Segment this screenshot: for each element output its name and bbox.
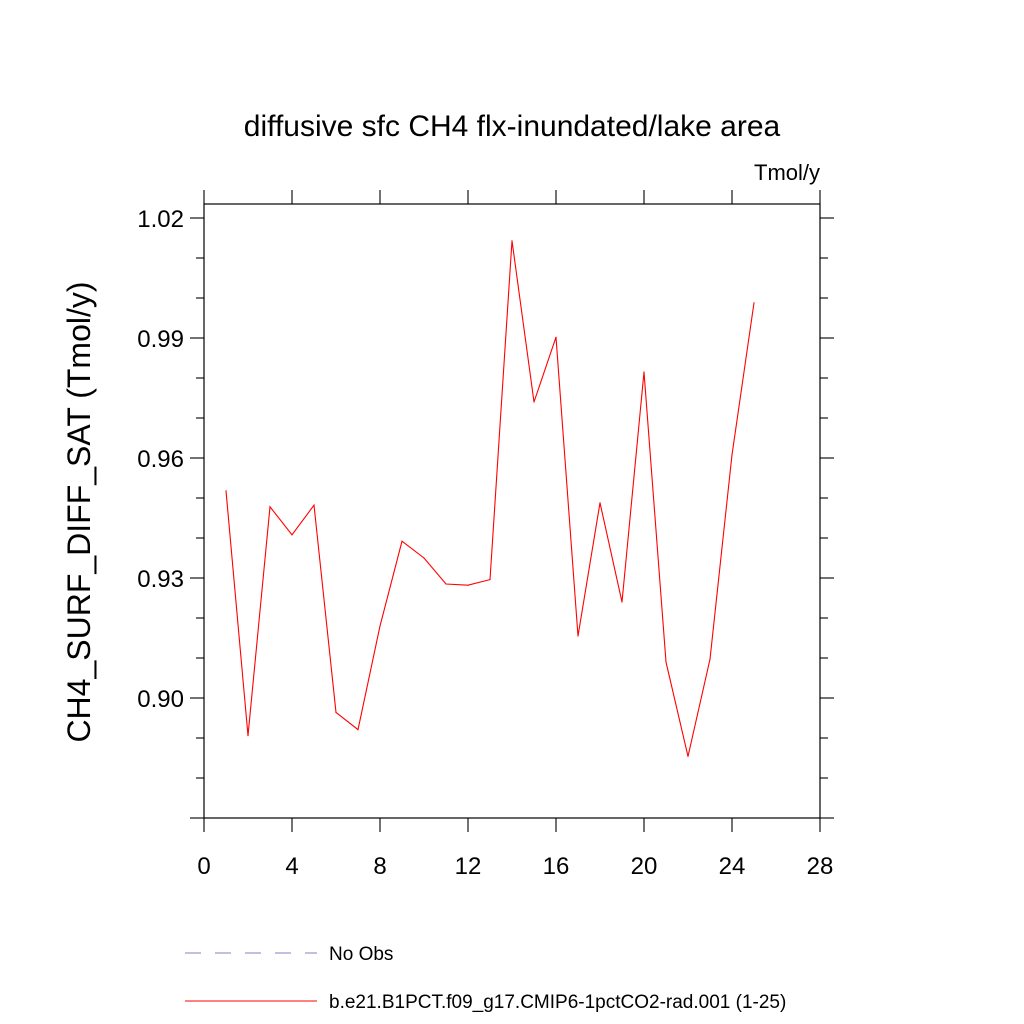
x-tick-label: 0	[197, 853, 210, 880]
y-tick-label: 0.93	[137, 566, 184, 593]
data-point	[401, 540, 403, 542]
data-point	[577, 635, 579, 637]
y-tick-label: 0.90	[137, 686, 184, 713]
x-tick-label: 4	[285, 853, 298, 880]
x-tick-labels: 0 4 8 12 16 20 24 28	[197, 853, 833, 880]
data-point	[511, 240, 513, 242]
data-point	[687, 755, 689, 758]
data-point	[467, 584, 469, 586]
y-tick-label: 0.96	[137, 446, 184, 473]
data-point	[445, 583, 447, 585]
data-point	[753, 302, 755, 304]
y-tick-label: 0.99	[137, 326, 184, 353]
data-point	[533, 401, 535, 403]
x-tick-label: 16	[543, 853, 570, 880]
data-point	[599, 502, 601, 504]
y-tick-labels: 0.90 0.93 0.96 0.99 1.02	[137, 206, 184, 713]
x-tick-label: 12	[455, 853, 482, 880]
data-point	[621, 601, 623, 603]
data-point	[291, 534, 293, 536]
data-point	[555, 336, 557, 338]
legend-label-no-obs: No Obs	[329, 944, 393, 965]
x-tick-label: 8	[373, 853, 386, 880]
y-axis-label: CH4_SURF_DIFF_SAT (Tmol/y)	[61, 281, 97, 742]
axis-ticks	[190, 190, 834, 832]
data-point	[423, 557, 425, 559]
x-tick-label: 28	[807, 853, 834, 880]
data-point	[313, 504, 315, 506]
chart-title: diffusive sfc CH4 flx-inundated/lake are…	[244, 110, 781, 143]
units-label: Tmol/y	[754, 160, 820, 185]
data-point	[269, 506, 271, 508]
data-point	[379, 625, 381, 627]
data-point	[247, 735, 249, 737]
data-point	[665, 661, 667, 663]
data-point	[335, 711, 337, 714]
plot-frame	[203, 203, 821, 819]
legend: No Obs b.e21.B1PCT.f09_g17.CMIP6-1pctCO2…	[185, 944, 786, 1013]
data-point	[489, 579, 491, 581]
x-tick-label: 24	[719, 853, 746, 880]
series-line	[225, 240, 755, 757]
legend-label-model-run: b.e21.B1PCT.f09_g17.CMIP6-1pctCO2-rad.00…	[329, 992, 786, 1013]
data-point	[357, 729, 359, 731]
y-tick-label: 1.02	[137, 206, 184, 233]
x-tick-label: 20	[631, 853, 658, 880]
data-point	[643, 371, 645, 373]
series-group	[225, 240, 755, 758]
data-point	[731, 454, 733, 456]
data-point	[225, 490, 227, 492]
data-point	[709, 658, 711, 660]
